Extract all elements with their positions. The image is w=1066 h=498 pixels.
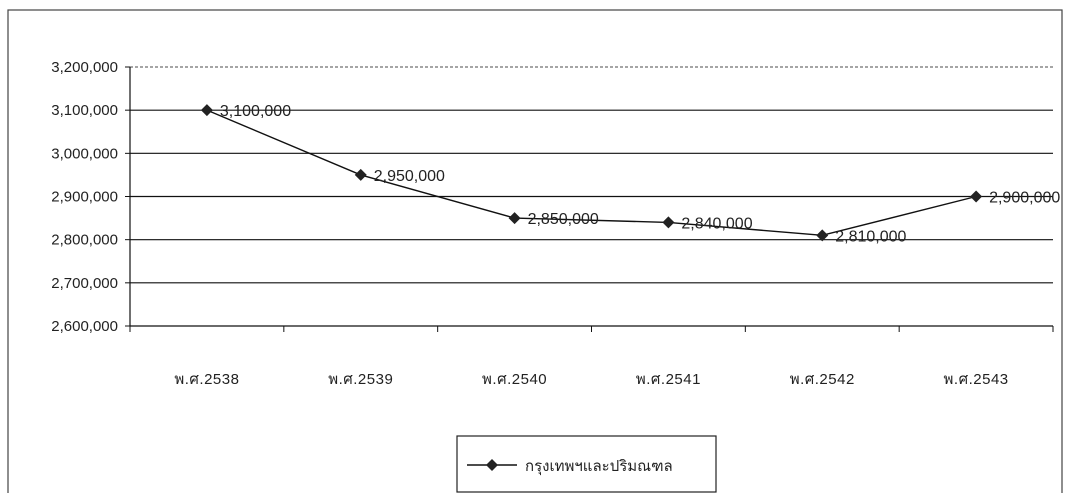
data-label: 2,850,000 <box>528 211 599 228</box>
data-label: 3,100,000 <box>220 103 291 120</box>
data-point-marker <box>354 168 367 181</box>
data-point-marker <box>508 212 521 225</box>
x-tick-label: พ.ศ.2543 <box>944 371 1009 388</box>
legend: กรุงเทพฯและปริมณฑล <box>456 435 717 493</box>
y-tick-label: 3,200,000 <box>51 59 118 76</box>
data-label: 2,810,000 <box>835 228 906 245</box>
series-markers <box>200 104 983 242</box>
y-tick-label: 2,600,000 <box>51 318 118 335</box>
y-tick-label: 2,800,000 <box>51 232 118 249</box>
y-tick-labels: 2,600,000 2,700,000 2,800,000 2,900,000 3,00… <box>51 59 118 335</box>
y-tick-label: 2,700,000 <box>51 275 118 292</box>
gridlines <box>130 66 1053 284</box>
series-polyline <box>206 109 977 237</box>
data-labels: 3,100,000 2,950,000 2,850,000 2,840,000 2,81… <box>220 103 1060 245</box>
data-label: 2,840,000 <box>681 215 752 232</box>
series-line <box>206 109 977 237</box>
y-tick-label: 3,000,000 <box>51 145 118 162</box>
x-tick-label: พ.ศ.2538 <box>174 371 239 388</box>
legend-marker <box>486 459 498 471</box>
chart-border <box>7 9 1063 498</box>
x-tick-label: พ.ศ.2542 <box>790 371 855 388</box>
x-tick-label: พ.ศ.2541 <box>636 371 701 388</box>
x-tick-label: พ.ศ.2539 <box>328 371 393 388</box>
data-point-marker <box>662 216 675 229</box>
axes <box>125 66 1054 332</box>
data-label: 2,900,000 <box>989 190 1060 207</box>
data-point-marker <box>200 104 213 117</box>
data-point-marker <box>970 190 983 203</box>
data-label: 2,950,000 <box>374 168 445 185</box>
legend-box <box>456 435 717 493</box>
legend-series-label: กรุงเทพฯและปริมณฑล <box>525 458 673 476</box>
data-point-marker <box>816 229 829 242</box>
y-tick-label: 3,100,000 <box>51 102 118 119</box>
x-tick-labels: พ.ศ.2538 พ.ศ.2539 พ.ศ.2540 พ.ศ.2541 พ.ศ.2542… <box>174 371 1008 388</box>
y-tick-label: 2,900,000 <box>51 189 118 206</box>
x-tick-label: พ.ศ.2540 <box>482 371 547 388</box>
